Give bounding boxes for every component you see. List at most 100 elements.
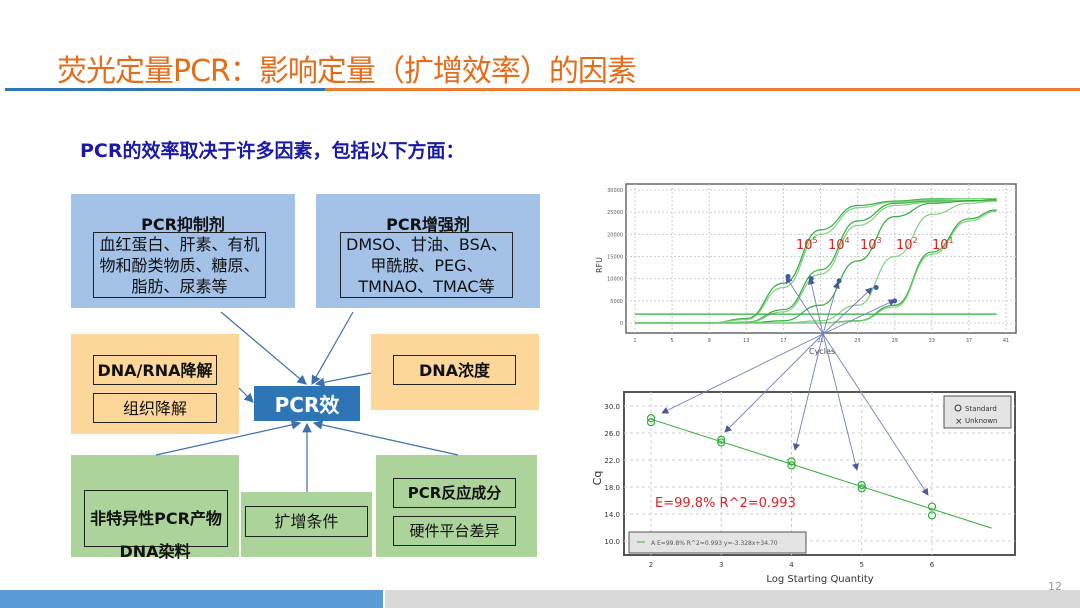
x-tick-label: 41: [1003, 338, 1009, 344]
x-tick-label: 4: [789, 561, 794, 569]
y-tick-label: 26.0: [604, 430, 620, 438]
standard-point: [646, 414, 656, 423]
nonspecific-products: 非特异性PCR产物: [84, 490, 228, 547]
y-tick-label: 15000: [607, 255, 623, 261]
pointer-arrow: [822, 287, 873, 335]
standard-point: [787, 457, 796, 466]
pointer-arrow: [785, 276, 824, 335]
inhibitor-panel: PCR抑制剂 血红蛋白、肝素、有机物和酚类物质、糖原、脂肪、尿素等: [71, 194, 295, 308]
concentration-label: 102: [896, 236, 918, 253]
x-tick-label: 33: [929, 338, 935, 344]
y-tick-label: 20000: [607, 232, 623, 238]
standard-point: [857, 484, 866, 493]
concentration-label: 104: [828, 236, 850, 253]
pointer-arrow: [661, 333, 824, 414]
label-exponent: 4: [845, 236, 850, 245]
inhibitor-list: 血红蛋白、肝素、有机物和酚类物质、糖原、脂肪、尿素等: [93, 232, 266, 298]
pointer-arrow: [822, 333, 859, 471]
arrow-inhibitor: [220, 311, 307, 385]
label-exponent: 5: [813, 236, 818, 245]
dna-dye: DNA染料: [119, 542, 191, 561]
label-exponent: 1: [949, 236, 954, 245]
standard-point: [717, 435, 726, 444]
pcr-efficiency-node: PCR效: [254, 386, 360, 421]
concentration-panel: DNA浓度: [371, 334, 539, 410]
cross-chart-arrows: [661, 276, 929, 496]
arrow-enhancer: [311, 311, 354, 386]
x-axis-label: Cycles: [809, 347, 835, 356]
nonspecific-panel: 非特异性PCR产物 DNA染料: [71, 455, 239, 561]
standard-point: [927, 502, 937, 511]
title-rule-blue: [5, 88, 325, 91]
x-tick-label: 3: [719, 561, 723, 569]
pointer-arrow: [822, 299, 896, 335]
x-tick-label: 9: [708, 338, 711, 344]
concentration-label: 101: [932, 236, 954, 253]
x-tick-label: 5: [671, 338, 674, 344]
amplification-chart: 1 5 9 13 17 21 25 29 33 37 41050001000015000200002…: [595, 183, 1017, 356]
standard-symbol: [954, 404, 962, 412]
dna-concentration: DNA浓度: [393, 355, 516, 385]
y-tick-label: 10000: [607, 277, 623, 283]
standard-point: [927, 511, 937, 520]
slide-title: 荧光定量PCR：影响定量（扩增效率）的因素: [57, 54, 637, 89]
concentration-label: 105: [796, 236, 818, 253]
standard-point: [717, 438, 726, 447]
y-tick-label: 30000: [607, 188, 623, 194]
enhancer-list: DMSO、甘油、BSA、甲酰胺、PEG、TMNAO、TMAC等: [340, 232, 513, 298]
reaction-components: PCR反应成分: [393, 478, 516, 508]
amplification-curve: [635, 210, 997, 324]
label-exponent: 2: [913, 236, 918, 245]
x-tick-label: 37: [966, 338, 972, 344]
fit-legend-text: A E=99.8% R^2=0.993 y=-3.328x+34.70: [651, 540, 778, 547]
diagram-arrows: [155, 311, 459, 492]
pointer-arrow: [822, 281, 840, 335]
x-tick-label: 29: [892, 338, 898, 344]
arrow-concentration: [314, 372, 372, 388]
standard-point: [646, 418, 656, 427]
threshold-marker: [808, 276, 814, 282]
footer-bar-gray: [385, 590, 1080, 608]
enhancer-title: PCR增强剂: [386, 215, 470, 234]
pointer-arrow: [822, 333, 929, 496]
arrow-components: [312, 420, 459, 456]
x-tick-label: 17: [780, 338, 786, 344]
x-axis-label: Log Starting Quantity: [766, 574, 873, 585]
arrow-nonspecific: [155, 420, 302, 456]
y-axis-label: RFU: [595, 257, 604, 273]
x-tick-label: 6: [930, 561, 935, 569]
label-base: 10: [896, 238, 913, 253]
unknown-symbol: ×: [955, 417, 963, 427]
tissue-degradation: 组织降解: [93, 393, 217, 423]
slide-subtitle: PCR的效率取决于许多因素，包括以下方面：: [80, 140, 465, 162]
pointer-arrow: [807, 277, 824, 335]
y-tick-label: 18.0: [604, 484, 620, 492]
y-tick-label: 30.0: [604, 403, 620, 411]
fit-line: [650, 418, 992, 529]
y-axis-label: Cq: [591, 471, 604, 486]
enhancer-panel: PCR增强剂 DMSO、甘油、BSA、甲酰胺、PEG、TMNAO、TMAC等: [316, 194, 540, 308]
label-base: 10: [932, 238, 949, 253]
standard-point: [857, 480, 866, 490]
efficiency-annotation: E=99.8% R^2=0.993: [655, 496, 796, 511]
arrow-degradation: [238, 387, 254, 403]
x-tick-label: 1: [633, 338, 636, 344]
x-tick-label: 2: [649, 561, 653, 569]
standard-curve-chart: 2 3 4 5 6 10.0 14.0 18.0 22.0 26.0 30.0 E=99.8% R^2…: [591, 391, 1016, 585]
inhibitor-title: PCR抑制剂: [141, 215, 225, 234]
degradation-panel: DNA/RNA降解 组织降解: [71, 334, 239, 434]
y-tick-label: 14.0: [604, 511, 620, 519]
y-tick-label: 10.0: [604, 538, 620, 546]
conditions-panel: 扩增条件: [241, 492, 372, 557]
x-tick-label: 13: [743, 338, 749, 344]
amplification-conditions: 扩增条件: [245, 506, 368, 537]
title-rule-orange: [325, 88, 1080, 91]
pointer-arrow: [724, 333, 824, 433]
y-tick-label: 0: [620, 321, 623, 327]
pointer-arrow: [792, 333, 824, 451]
hardware-platform: 硬件平台差异: [393, 516, 516, 546]
x-tick-label: 5: [860, 561, 864, 569]
threshold-marker: [873, 285, 879, 291]
